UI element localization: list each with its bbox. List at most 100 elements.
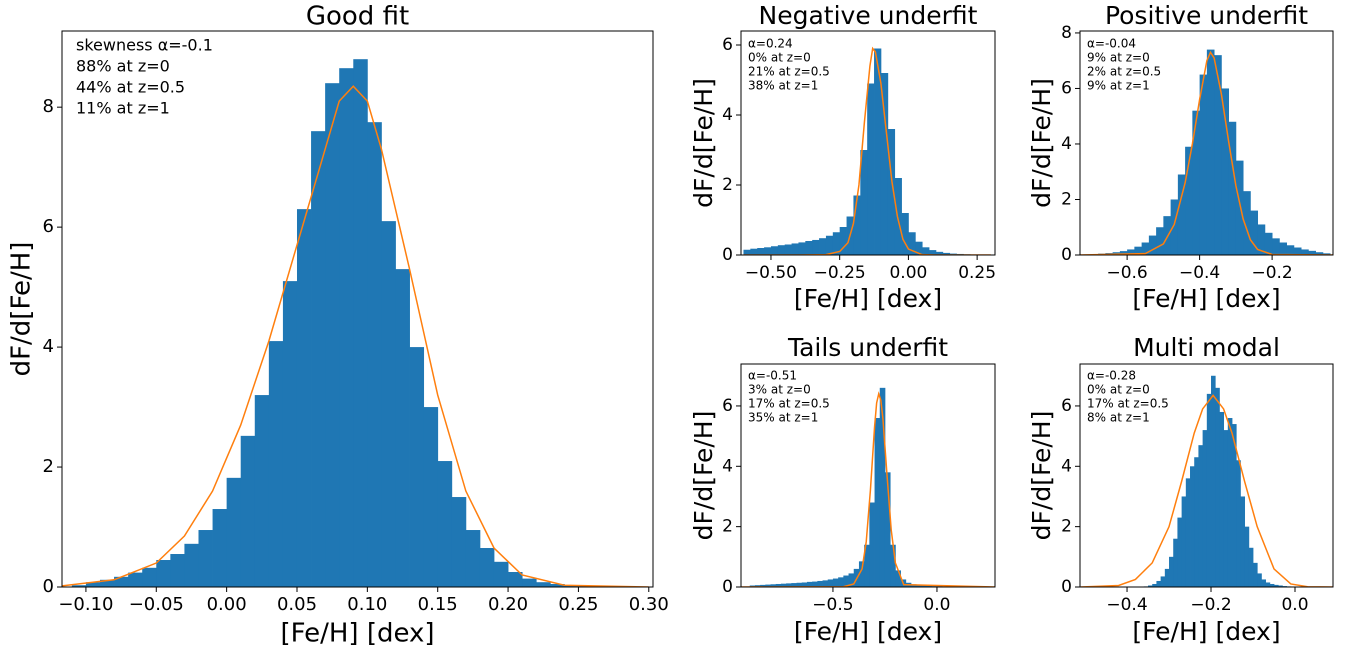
histogram-bar — [1301, 249, 1309, 255]
y-tick-label: 0 — [722, 577, 733, 597]
histogram-bar — [822, 580, 829, 587]
x-tick-label: −0.10 — [58, 594, 113, 615]
annotation: skewness α=-0.1 — [76, 36, 213, 55]
histogram-bar — [1221, 88, 1230, 255]
histogram-bar — [282, 281, 298, 587]
annotation: 11% at z=1 — [76, 99, 170, 118]
histogram-bar — [1232, 424, 1237, 587]
histogram-bar — [1250, 210, 1259, 255]
x-tick-label: 0.20 — [488, 594, 528, 615]
y-tick-label: 4 — [43, 336, 54, 357]
annotation: α=0.24 — [748, 37, 793, 51]
histogram-bar — [1169, 556, 1174, 587]
histogram-bar — [817, 580, 823, 587]
x-axis-label: [Fe/H] [dex] — [1132, 284, 1280, 313]
x-axis-label: [Fe/H] [dex] — [794, 284, 942, 313]
x-tick-label: 0.05 — [277, 594, 317, 615]
histogram-bar — [550, 584, 565, 587]
histogram-bar — [1214, 55, 1222, 255]
histogram-bar — [1170, 199, 1179, 255]
histogram-bar — [1177, 517, 1183, 587]
histogram-bar — [880, 73, 889, 255]
annotation: 0% at z=0 — [748, 51, 811, 65]
histogram-bar — [916, 585, 922, 587]
histogram-bar — [805, 241, 813, 255]
histogram-bar — [867, 83, 875, 255]
fit-line — [741, 391, 995, 587]
histogram-bar — [1228, 121, 1237, 255]
histogram-bar — [296, 209, 312, 587]
histogram-bar — [1278, 585, 1283, 587]
histogram-bar — [1185, 478, 1191, 587]
x-axis-label: [Fe/H] [dex] — [794, 617, 942, 646]
y-tick-label: 0 — [1061, 577, 1072, 597]
x-tick-label: −0.05 — [129, 594, 184, 615]
y-tick-label: 4 — [722, 105, 733, 125]
y-tick-label: 8 — [43, 96, 54, 117]
histogram-bar — [775, 583, 782, 587]
histogram-bar — [437, 461, 453, 587]
histogram-bar — [226, 477, 242, 587]
histogram-bar — [1257, 224, 1266, 255]
histogram-bar — [1199, 74, 1208, 255]
fit-line — [1080, 50, 1333, 255]
histogram-bar — [1211, 375, 1216, 587]
histogram-bar — [812, 239, 820, 255]
histogram-bar — [1244, 526, 1250, 587]
histogram-bar — [99, 579, 115, 587]
panel — [1080, 375, 1333, 587]
histogram-bar — [1315, 252, 1324, 255]
histogram-bar — [901, 213, 909, 255]
histogram-bar — [887, 129, 896, 255]
axes-frame — [740, 30, 996, 256]
annotation: 17% at z=0.5 — [748, 397, 830, 411]
histogram-bar — [806, 581, 813, 587]
y-tick-label: 6 — [722, 35, 733, 55]
histogram-bar — [743, 249, 751, 255]
chart-title: Tails underfit — [787, 333, 948, 362]
histogram-bar — [1148, 585, 1153, 587]
histogram-bar — [71, 585, 87, 587]
histogram-bar — [801, 582, 808, 587]
y-axis-label: dF/d[Fe/H] — [689, 78, 718, 208]
histogram-bar — [879, 387, 886, 587]
y-tick-label: 2 — [1061, 517, 1072, 537]
histogram-bar — [1202, 430, 1208, 587]
histogram-bar — [848, 573, 855, 587]
histogram-bar — [212, 509, 228, 587]
axes-frame — [61, 30, 654, 588]
histogram-bar — [508, 572, 523, 587]
histogram-bar — [798, 242, 806, 255]
histogram-bar — [895, 570, 901, 587]
x-tick-label: 0.00 — [889, 263, 927, 283]
y-tick-label: 2 — [722, 175, 733, 195]
y-axis-label: dF/d[Fe/H] — [689, 411, 718, 541]
axes-frame — [1079, 363, 1334, 588]
annotation: α=-0.28 — [1087, 369, 1136, 383]
histogram-bar — [1223, 430, 1229, 587]
y-tick-label: 0 — [722, 245, 733, 265]
histogram-bar — [268, 341, 284, 587]
histogram-bar — [1265, 582, 1271, 587]
y-tick-label: 4 — [1061, 134, 1072, 154]
histogram-bar — [770, 584, 777, 587]
x-tick-label: 0.30 — [629, 594, 669, 615]
histogram-bar — [1272, 238, 1280, 255]
chart-title: Good fit — [306, 2, 409, 32]
histogram-bar — [409, 347, 425, 587]
annotation: 38% at z=1 — [748, 79, 818, 93]
histogram-bar — [170, 554, 185, 587]
x-tick-label: −0.25 — [814, 263, 866, 283]
x-axis-label: [Fe/H] [dex] — [280, 619, 434, 649]
x-tick-label: −0.2 — [1190, 595, 1231, 615]
annotation: 3% at z=0 — [748, 383, 811, 397]
histogram-bar — [843, 575, 849, 587]
histogram-bar — [1274, 584, 1279, 587]
histogram-bar — [1286, 245, 1295, 255]
histogram-bar — [884, 472, 891, 587]
histogram-bar — [1190, 466, 1195, 587]
x-tick-label: 0.25 — [958, 263, 996, 283]
histogram-bar — [1141, 242, 1150, 255]
